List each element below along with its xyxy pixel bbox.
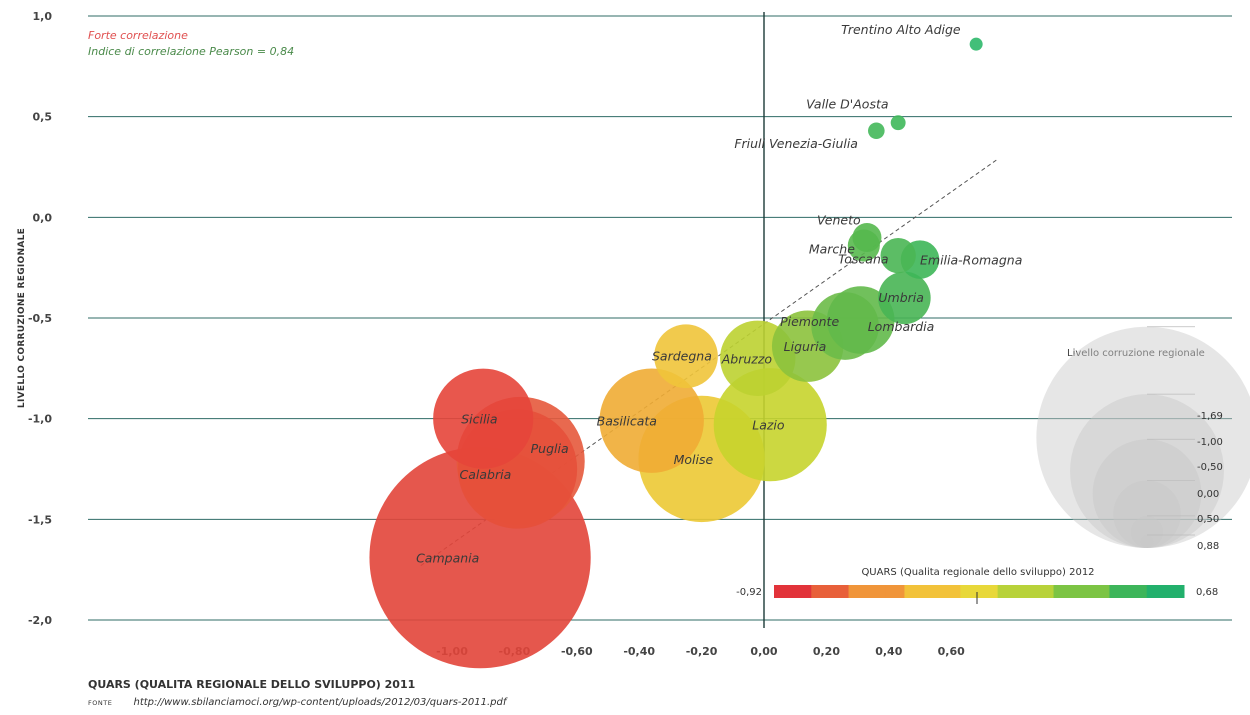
- size-legend-label: -1,69: [1197, 411, 1223, 422]
- annotation-pearson: Indice di correlazione Pearson = 0,84: [88, 45, 294, 58]
- bubble: [713, 368, 827, 482]
- bubble-label: Trentino Alto Adige: [841, 22, 961, 37]
- bubble-label: Valle D'Aosta: [806, 97, 888, 112]
- y-tick-label: 1,0: [33, 10, 53, 23]
- grid-lines: [88, 15, 1232, 621]
- bubble-label: Sardegna: [652, 348, 712, 363]
- y-tick-label: -1,0: [28, 413, 52, 426]
- bubble-label: Molise: [674, 452, 714, 467]
- color-legend-swatch: [1128, 585, 1148, 598]
- bubble-chart: 1,00,50,0-0,5-1,0-1,5-2,0 -1,00-0,80-0,6…: [17, 10, 1250, 669]
- color-legend-swatch: [1090, 585, 1110, 598]
- bubble-label: Piemonte: [780, 314, 839, 329]
- color-legend-swatch: [923, 585, 943, 598]
- color-legend-swatch: [1072, 585, 1092, 598]
- color-legend-swatch: [941, 585, 961, 598]
- bubble-label: Lazio: [752, 418, 785, 433]
- x-tick-label: -0,40: [623, 645, 655, 658]
- bubble: [880, 237, 916, 274]
- color-legend-title: QUARS (Qualita regionale dello sviluppo)…: [861, 567, 1094, 578]
- bubble: [878, 271, 931, 325]
- color-legend-swatch: [792, 585, 812, 598]
- color-legend-swatch: [1146, 585, 1166, 598]
- y-axis-ticks: 1,0 0,5 0,0 -0,5 -1,0 -1,5 -2,0: [28, 10, 52, 627]
- bubble: [852, 222, 882, 252]
- size-legend-circle: [1092, 439, 1202, 548]
- color-legend-swatch: [1053, 585, 1073, 598]
- color-legend: QUARS (Qualita regionale dello sviluppo)…: [736, 567, 1218, 604]
- bubble: [868, 122, 885, 140]
- color-legend-swatch: [774, 585, 794, 598]
- size-legend-label: -0,50: [1197, 462, 1223, 473]
- color-legend-swatch: [1109, 585, 1129, 598]
- color-legend-swatch: [885, 585, 905, 598]
- color-legend-max: 0,68: [1196, 587, 1218, 598]
- y-tick-label: 0,5: [33, 111, 53, 124]
- size-legend-circle: [1140, 535, 1154, 548]
- source-key: FONTE: [88, 699, 113, 707]
- size-legend: Livello corruzione regionale -1,69 -1,00 -0…: [1036, 326, 1250, 552]
- size-legend-label: 0,00: [1197, 489, 1219, 500]
- color-legend-swatch: [1016, 585, 1036, 598]
- x-axis-title: QUARS (QUALITA REGIONALE DELLO SVILUPPO)…: [88, 678, 416, 691]
- annotation-strong-correlation: Forte correlazione: [88, 29, 188, 42]
- source-line: FONTE http://www.sbilanciamoci.org/wp-co…: [88, 697, 506, 708]
- size-legend-circle: [1113, 480, 1181, 548]
- bubbles: [369, 37, 983, 669]
- color-legend-swatch: [997, 585, 1017, 598]
- bubble-label: Campania: [416, 551, 479, 566]
- bubble-label: Puglia: [531, 441, 569, 456]
- bubble: [599, 368, 704, 473]
- size-legend-circle: [1070, 394, 1224, 548]
- y-tick-label: -1,5: [28, 513, 52, 526]
- size-legend-label: 0,50: [1197, 514, 1219, 525]
- size-legend-label: -1,00: [1197, 437, 1223, 448]
- color-legend-swatch: [1165, 585, 1185, 598]
- bubble-label: Liguria: [784, 339, 827, 354]
- x-tick-label: 0,60: [938, 645, 965, 658]
- bubble: [969, 37, 983, 51]
- color-legend-swatch: [960, 585, 980, 598]
- x-tick-label: 0,40: [875, 645, 902, 658]
- color-legend-swatch: [1034, 585, 1055, 598]
- bubble: [654, 324, 718, 389]
- y-axis-label: LIVELLO CORRUZIONE REGIONALE: [17, 228, 27, 408]
- y-tick-label: -2,0: [28, 614, 52, 627]
- bubble: [890, 115, 906, 131]
- size-legend-label: 0,88: [1197, 541, 1219, 552]
- color-legend-swatch: [867, 585, 887, 598]
- bubble-label: Veneto: [817, 212, 861, 227]
- bubble-label: Umbria: [878, 290, 924, 305]
- size-legend-circle: [1130, 515, 1164, 548]
- x-tick-label: -0,20: [686, 645, 718, 658]
- bubble-label: Calabria: [460, 467, 512, 482]
- bubble-label: Emilia-Romagna: [920, 253, 1022, 268]
- bubble: [826, 286, 895, 354]
- bubble-label: Marche: [809, 242, 855, 257]
- x-tick-label: 0,00: [750, 645, 777, 658]
- color-legend-swatch: [848, 585, 868, 598]
- bubble-label: Basilicata: [597, 414, 657, 429]
- color-legend-swatch: [829, 585, 850, 598]
- color-legend-min: -0,92: [736, 587, 762, 598]
- x-tick-label: -0,60: [561, 645, 593, 658]
- bubble-label: Abruzzo: [721, 351, 773, 366]
- bubble-label: Lombardia: [868, 319, 935, 334]
- bubble-label: Friuli Venezia-Giulia: [734, 136, 858, 151]
- bubble-labels: Trentino Alto Adige Valle D'Aosta Friuli V…: [416, 22, 1022, 565]
- color-legend-swatch: [811, 585, 831, 598]
- size-legend-title: Livello corruzione regionale: [1067, 348, 1205, 359]
- color-legend-swatch: [904, 585, 924, 598]
- x-tick-label: 0,20: [813, 645, 840, 658]
- y-tick-label: 0,0: [33, 211, 53, 224]
- source-url: http://www.sbilanciamoci.org/wp-content/…: [133, 697, 507, 708]
- bubble-label: Toscana: [838, 252, 888, 267]
- bubble-label: Sicilia: [461, 412, 497, 427]
- y-tick-label: -0,5: [28, 312, 52, 325]
- size-legend-circle: [1036, 326, 1250, 548]
- color-legend-swatch: [979, 585, 999, 598]
- bubble: [433, 368, 534, 469]
